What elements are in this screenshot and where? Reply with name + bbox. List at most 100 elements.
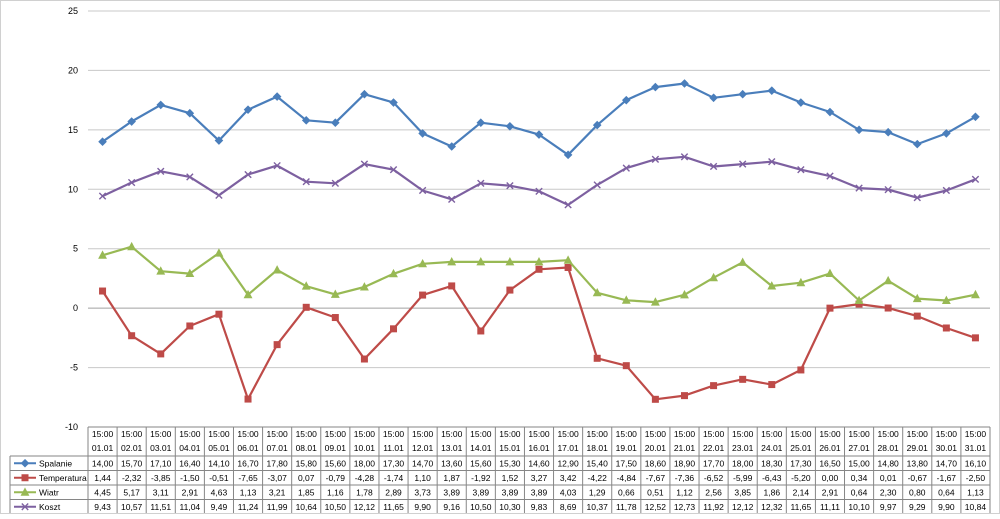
data-point — [505, 257, 515, 266]
data-point — [941, 295, 951, 305]
data-point — [534, 130, 544, 139]
data-point — [651, 395, 659, 403]
legend-key-marker — [21, 503, 29, 511]
data-point — [98, 250, 107, 259]
table-value-cell: 11,04 — [180, 502, 201, 512]
category-time-label: 15:00 — [674, 429, 696, 439]
data-point — [447, 142, 457, 151]
data-point — [128, 332, 136, 340]
table-value-cell: 2,89 — [385, 487, 402, 497]
table-value-cell: -4,84 — [617, 473, 637, 483]
data-point — [419, 291, 427, 299]
data-point — [127, 178, 136, 187]
data-point — [680, 289, 689, 299]
table-value-cell: 1,78 — [356, 487, 373, 497]
table-value-cell: 8,69 — [560, 502, 577, 512]
data-point — [98, 192, 107, 200]
table-value-cell: 11,24 — [238, 502, 259, 512]
table-value-cell: -6,52 — [704, 473, 724, 483]
table-value-cell: 15,70 — [121, 458, 143, 468]
category-time-label: 15:00 — [266, 429, 288, 439]
y-tick-label: 10 — [68, 184, 78, 194]
data-point — [301, 281, 311, 290]
category-time-label: 15:00 — [179, 429, 201, 439]
category-time-label: 15:00 — [790, 429, 812, 439]
data-point — [592, 120, 602, 130]
data-point — [477, 327, 485, 335]
series-wiatr — [98, 241, 980, 306]
data-point — [302, 303, 310, 311]
data-point — [418, 129, 427, 138]
table-value-cell: 18,90 — [674, 458, 696, 468]
data-point — [534, 257, 544, 266]
category-date-label: 21.01 — [674, 443, 696, 453]
data-point — [447, 257, 457, 266]
table-value-cell: -5,20 — [791, 473, 811, 483]
category-time-label: 15:00 — [499, 429, 521, 439]
data-point — [389, 98, 398, 107]
y-tick-label: 0 — [73, 303, 78, 313]
data-point — [272, 265, 282, 274]
data-point — [767, 86, 777, 95]
category-time-label: 15:00 — [92, 429, 114, 439]
series-line — [102, 245, 976, 304]
table-value-cell: 3,21 — [269, 487, 286, 497]
data-point — [797, 366, 805, 374]
table-value-cell: 0,34 — [851, 473, 868, 483]
table-value-cell: 2,30 — [880, 487, 897, 497]
table-value-cell: -1,67 — [937, 473, 957, 483]
data-point — [301, 116, 311, 125]
category-time-label: 15:00 — [616, 429, 638, 439]
data-point — [826, 304, 834, 312]
category-time-label: 15:00 — [354, 429, 376, 439]
table-value-cell: 14,70 — [936, 458, 958, 468]
data-point — [593, 181, 601, 189]
data-point — [680, 392, 688, 400]
data-point — [913, 194, 921, 202]
data-point — [767, 281, 777, 290]
data-point — [680, 153, 689, 161]
category-date-label: 28.01 — [878, 443, 900, 453]
table-value-cell: 11,65 — [383, 502, 404, 512]
table-value-cell: 0,07 — [298, 473, 315, 483]
table-value-cell: 4,45 — [94, 487, 111, 497]
table-value-cell: 13,80 — [907, 458, 929, 468]
data-point — [535, 265, 543, 273]
series-temperatura — [99, 263, 979, 403]
data-point — [912, 139, 922, 149]
table-value-cell: 11,92 — [703, 502, 724, 512]
category-date-label: 26.01 — [819, 443, 841, 453]
table-value-cell: -1,74 — [384, 473, 404, 483]
table-value-cell: 10,84 — [965, 502, 987, 512]
table-value-cell: 2,14 — [793, 487, 810, 497]
category-date-label: 29.01 — [907, 443, 929, 453]
data-point — [971, 112, 980, 122]
table-value-cell: 11,65 — [791, 502, 812, 512]
data-point — [476, 118, 486, 128]
category-time-label: 15:00 — [878, 429, 900, 439]
data-point — [214, 136, 224, 145]
data-point — [215, 191, 223, 200]
data-point — [389, 268, 398, 278]
data-point — [564, 201, 572, 209]
category-time-label: 15:00 — [645, 429, 667, 439]
table-value-cell: 17,10 — [150, 458, 172, 468]
data-point — [971, 289, 980, 299]
data-point — [942, 129, 951, 138]
category-time-label: 15:00 — [383, 429, 405, 439]
data-point — [505, 121, 515, 131]
data-point — [99, 287, 107, 295]
table-value-cell: 18,00 — [354, 458, 376, 468]
category-date-label: 17.01 — [557, 443, 579, 453]
table-value-cell: 10,50 — [470, 502, 492, 512]
data-point — [883, 275, 893, 285]
table-value-cell: 18,30 — [761, 458, 783, 468]
category-time-label: 15:00 — [965, 429, 987, 439]
category-date-label: 05.01 — [208, 443, 230, 453]
table-value-cell: 1,52 — [502, 473, 519, 483]
data-point — [156, 100, 166, 110]
data-point — [186, 322, 194, 330]
data-point — [826, 172, 834, 180]
data-point — [331, 179, 340, 188]
